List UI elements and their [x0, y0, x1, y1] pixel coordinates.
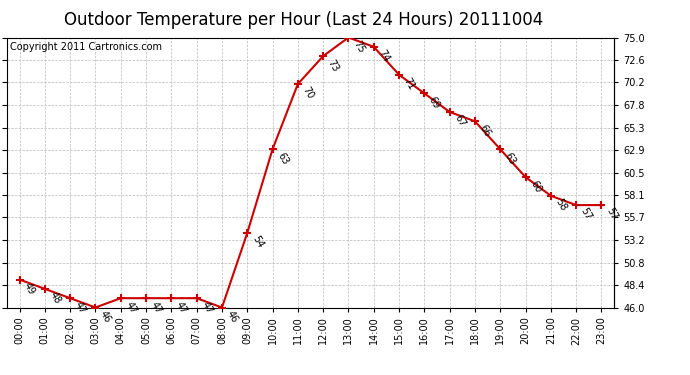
Text: 69: 69: [427, 95, 442, 110]
Text: 75: 75: [351, 39, 366, 55]
Text: 58: 58: [553, 197, 569, 213]
Text: 48: 48: [48, 290, 62, 306]
Text: 47: 47: [174, 300, 189, 315]
Text: 57: 57: [579, 207, 594, 222]
Text: 57: 57: [604, 207, 619, 222]
Text: 46: 46: [225, 309, 239, 324]
Text: 63: 63: [503, 151, 518, 166]
Text: 74: 74: [377, 48, 391, 64]
Text: 49: 49: [22, 281, 37, 297]
Text: 71: 71: [402, 76, 417, 92]
Text: 70: 70: [301, 86, 315, 101]
Text: Outdoor Temperature per Hour (Last 24 Hours) 20111004: Outdoor Temperature per Hour (Last 24 Ho…: [64, 11, 543, 29]
Text: 47: 47: [73, 300, 88, 315]
Text: 47: 47: [149, 300, 164, 315]
Text: 60: 60: [529, 178, 543, 194]
Text: 47: 47: [124, 300, 139, 315]
Text: 54: 54: [250, 234, 265, 250]
Text: Copyright 2011 Cartronics.com: Copyright 2011 Cartronics.com: [10, 42, 162, 51]
Text: 46: 46: [98, 309, 113, 324]
Text: 73: 73: [326, 57, 341, 73]
Text: 66: 66: [477, 123, 493, 138]
Text: 63: 63: [275, 151, 290, 166]
Text: 47: 47: [199, 300, 215, 315]
Text: 67: 67: [453, 113, 467, 129]
